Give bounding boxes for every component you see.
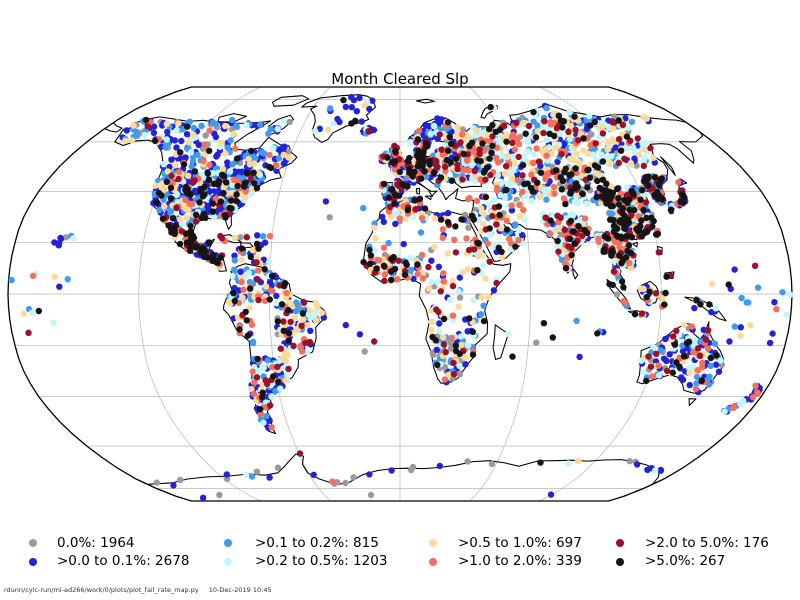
- map-boundary: [7, 86, 793, 502]
- chart-title: Month Cleared Slp: [331, 70, 469, 88]
- footer: rdunn/cylc-run/mi-ad266/work/0/plots/plo…: [4, 586, 282, 594]
- footer-timestamp: 10-Dec-2019 10:45: [208, 586, 272, 594]
- footer-script-path: rdunn/cylc-run/mi-ad266/work/0/plots/plo…: [4, 586, 199, 594]
- station-dots-7: [35, 96, 732, 466]
- stations-layer: [8, 93, 794, 501]
